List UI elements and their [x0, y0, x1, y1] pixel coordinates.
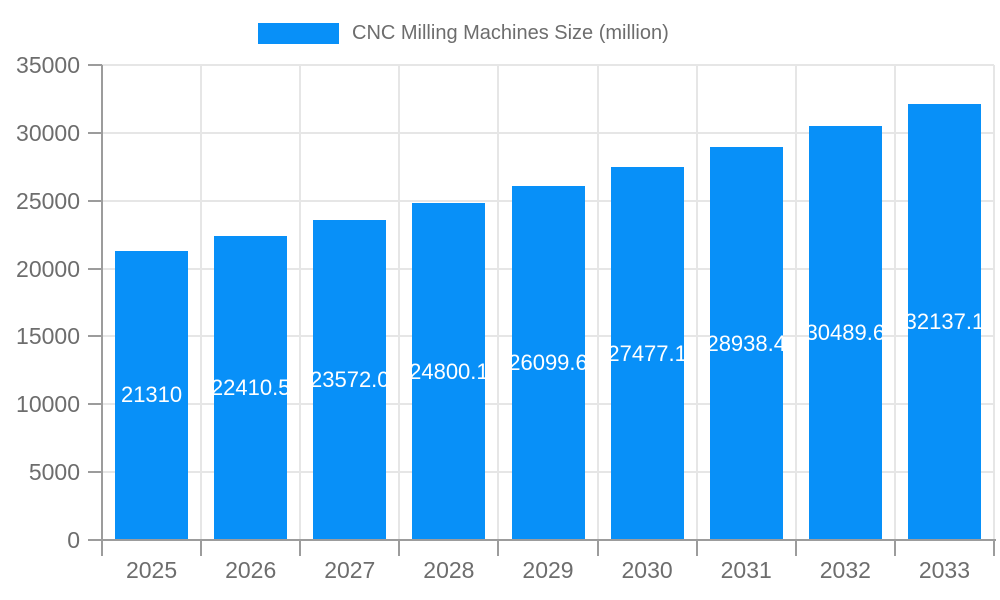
- y-axis-tick-label: 15000: [16, 323, 80, 350]
- y-axis-tick: [88, 403, 102, 406]
- h-gridline: [102, 64, 994, 66]
- bar[interactable]: 22410.5: [214, 235, 288, 540]
- bar[interactable]: 23572.0: [313, 220, 387, 540]
- y-axis-tick-label: 5000: [28, 459, 80, 486]
- bar[interactable]: 32137.1: [907, 103, 981, 540]
- x-axis-tick-label: 2031: [720, 557, 772, 583]
- y-axis-tick: [88, 199, 102, 202]
- x-axis-tick-label: 2025: [125, 557, 178, 583]
- y-axis-tick-label: 0: [67, 527, 80, 553]
- bar-value-label: 26099.6: [511, 349, 585, 375]
- x-axis-tick-label: 2029: [522, 557, 574, 583]
- x-axis-line: [100, 539, 996, 541]
- y-axis-tick: [88, 539, 102, 541]
- h-gridline: [102, 131, 994, 134]
- v-gridline: [794, 65, 797, 540]
- x-axis-tick: [893, 540, 896, 556]
- v-gridline: [497, 65, 500, 540]
- v-gridline: [398, 65, 401, 540]
- y-axis-tick-label: 25000: [16, 187, 80, 214]
- v-gridline: [893, 65, 896, 540]
- x-axis-tick: [200, 540, 203, 556]
- bar[interactable]: 28938.4: [709, 147, 783, 540]
- x-axis-tick: [101, 540, 103, 556]
- bar-value-label: 32137.1: [907, 308, 981, 334]
- x-axis-tick: [794, 540, 797, 556]
- y-axis-tick: [88, 335, 102, 338]
- x-axis-tick-label: 2028: [423, 557, 475, 583]
- x-axis-tick-label: 2026: [225, 557, 277, 583]
- y-axis-tick: [88, 131, 102, 134]
- x-axis-tick-label: 2032: [819, 557, 871, 583]
- bar-value-label: 30489.6: [808, 320, 882, 346]
- x-axis-tick-label: 2027: [324, 557, 376, 583]
- x-axis-tick: [398, 540, 401, 556]
- y-axis-tick: [88, 267, 102, 270]
- bar[interactable]: 24800.1: [412, 203, 486, 540]
- bar[interactable]: 26099.6: [511, 185, 585, 540]
- bar-value-label: 21310: [120, 382, 183, 408]
- y-axis-tick-label: 10000: [16, 391, 80, 418]
- v-gridline: [299, 65, 302, 540]
- v-gridline: [993, 65, 995, 540]
- x-axis-tick-label: 2033: [918, 557, 971, 583]
- bar[interactable]: 27477.1: [610, 167, 684, 540]
- y-axis-tick-label: 20000: [16, 255, 80, 282]
- bar[interactable]: 21310: [115, 250, 189, 540]
- bar-value-label: 27477.1: [610, 340, 684, 366]
- y-axis-tick: [88, 64, 102, 66]
- bar-value-label: 28938.4: [709, 330, 783, 356]
- y-axis-tick-label: 35000: [16, 52, 80, 78]
- bar-value-label: 23572.0: [313, 367, 387, 393]
- legend-swatch: [258, 23, 339, 44]
- x-axis-tick: [993, 540, 995, 556]
- legend-item[interactable]: CNC Milling Machines Size (million): [258, 22, 669, 45]
- x-axis-tick: [695, 540, 698, 556]
- x-axis-tick: [596, 540, 599, 556]
- v-gridline: [200, 65, 203, 540]
- x-axis-tick: [299, 540, 302, 556]
- x-axis-tick: [497, 540, 500, 556]
- legend-label: CNC Milling Machines Size (million): [352, 22, 669, 44]
- y-axis-tick-label: 30000: [16, 119, 80, 146]
- y-axis-line: [101, 65, 103, 542]
- y-axis-tick: [88, 471, 102, 474]
- v-gridline: [695, 65, 698, 540]
- v-gridline: [596, 65, 599, 540]
- bar[interactable]: 30489.6: [808, 126, 882, 540]
- bar-value-label: 22410.5: [214, 374, 288, 400]
- bar-value-label: 24800.1: [412, 358, 486, 384]
- x-axis-tick-label: 2030: [621, 557, 673, 583]
